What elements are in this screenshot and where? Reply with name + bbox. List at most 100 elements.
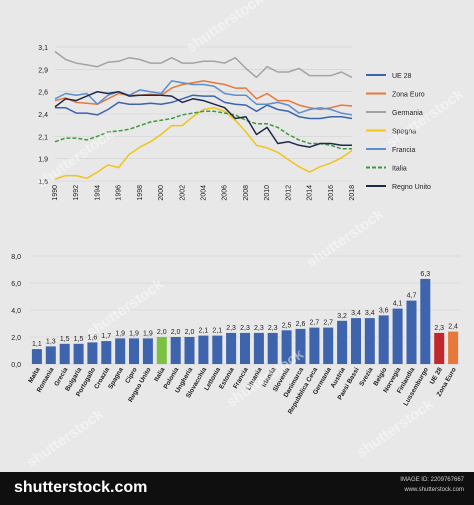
line-x-tick-label: 1994 [94,185,101,201]
bar-value-label: 2,0 [157,329,167,336]
legend-label: Italia [392,166,407,173]
legend-label: Spagna [392,129,416,136]
line-x-tick-label: 1990 [52,185,59,201]
footer-bar: shutterstock.com IMAGE ID: 2209767667 ww… [0,472,474,505]
bar [253,332,264,364]
line-y-tick-label: 2,1 [38,134,48,141]
bar [226,332,237,364]
line-x-tick-label: 2014 [307,185,314,201]
bar-y-tick-label: 0,0 [11,362,21,369]
bar-y-tick-label: 4,0 [11,308,21,315]
legend-label: Francia [392,147,415,154]
bar [392,308,403,364]
legend-label: Germania [392,110,423,117]
bar-value-label: 6,3 [420,271,430,278]
line-x-tick-label: 2002 [179,185,186,201]
series-line [54,50,353,79]
bar-value-label: 2,7 [310,320,320,327]
bar-value-label: 2,3 [434,325,444,332]
bar-value-label: 2,3 [240,325,250,332]
line-x-tick-label: 1998 [137,185,144,201]
legend-label: Regno Unito [392,184,431,191]
bar [59,343,70,365]
bar-category-label: Italia [153,366,167,383]
line-x-tick-label: 2010 [264,185,271,201]
bar [309,327,320,364]
chart-area: 1,6 1,9 2,1 2,4 2,6 2,9 3,1 1990 1992 1994 1996 199… [11,45,460,415]
legend-label: UE 28 [392,73,412,80]
bar [212,335,223,364]
bar-value-label: 1,3 [46,338,56,345]
bar-y-tick-label: 6,0 [11,281,21,288]
bar [45,346,56,364]
bar-value-label: 1,6 [88,334,98,341]
bar-value-label: 1,7 [101,333,111,340]
bar-value-label: 4,1 [393,301,403,308]
bar-value-label: 2,1 [212,328,222,335]
line-x-tick-label: 2006 [222,185,229,201]
line-y-tick-label: 2,9 [38,67,48,74]
bar [378,315,389,364]
line-x-tick-label: 2008 [243,185,250,201]
bar [73,343,84,365]
bar-value-label: 2,0 [171,329,181,336]
bar [115,338,126,364]
bar [281,330,292,365]
bar-value-label: 2,4 [448,324,458,331]
bar-value-label: 2,1 [199,328,209,335]
bar-value-label: 2,5 [282,322,292,329]
line-x-tick-label: 1996 [116,185,123,201]
line-y-tick-label: 2,4 [38,112,48,119]
series-line [54,110,352,150]
bar-value-label: 3,4 [351,310,361,317]
bar [434,332,445,364]
bar-value-label: 1,9 [115,330,125,337]
line-x-tick-label: 2012 [285,185,292,201]
bar [240,332,250,364]
bar-value-label: 2,0 [185,329,195,336]
bar [142,338,153,364]
bar [364,318,375,364]
bar-value-label: 1,5 [60,336,70,343]
bar-value-label: 1,9 [143,330,153,337]
series-line [54,106,353,180]
bar [87,342,98,364]
shutterstock-logo: shutterstock.com [14,479,148,496]
bar-y-tick-label: 8,0 [11,254,21,261]
bar [129,338,139,364]
site-url: www.shutterstock.com [404,487,464,493]
bar [184,337,195,364]
bar [170,337,181,364]
bar-value-label: 3,2 [337,313,347,320]
bar-value-label: 2,7 [323,320,333,327]
bar-value-label: 3,6 [379,307,389,314]
line-y-tick-label: 3,1 [38,45,48,52]
bar-value-label: 1,9 [129,330,139,337]
bar-value-label: 3,4 [365,310,375,317]
line-y-tick-label: 2,6 [38,90,48,97]
bar-value-label: 2,3 [226,325,236,332]
line-x-tick-label: 2018 [349,185,356,201]
bar [420,278,431,364]
bar-value-label: 4,7 [407,293,417,300]
bar-value-label: 2,3 [268,325,278,332]
bar [295,328,306,364]
line-x-tick-label: 2000 [158,185,165,201]
line-x-tick-label: 2016 [328,185,335,201]
bar [323,327,334,364]
bar [406,300,417,364]
series-line [55,94,353,120]
bar [337,320,348,364]
image-id: IMAGE ID: 2209767667 [400,477,464,483]
bar-value-label: 2,3 [254,325,264,332]
legend-label: Zona Euro [392,92,425,99]
bar [448,331,459,364]
bar [267,332,278,364]
bar [101,341,112,364]
line-y-tick-label: 1,6 [38,179,48,186]
bar-value-label: 1,5 [74,336,84,343]
series-line [54,80,353,116]
bar-value-label: 1,1 [32,341,42,348]
line-y-tick-label: 1,9 [38,157,48,164]
bar [351,318,361,364]
